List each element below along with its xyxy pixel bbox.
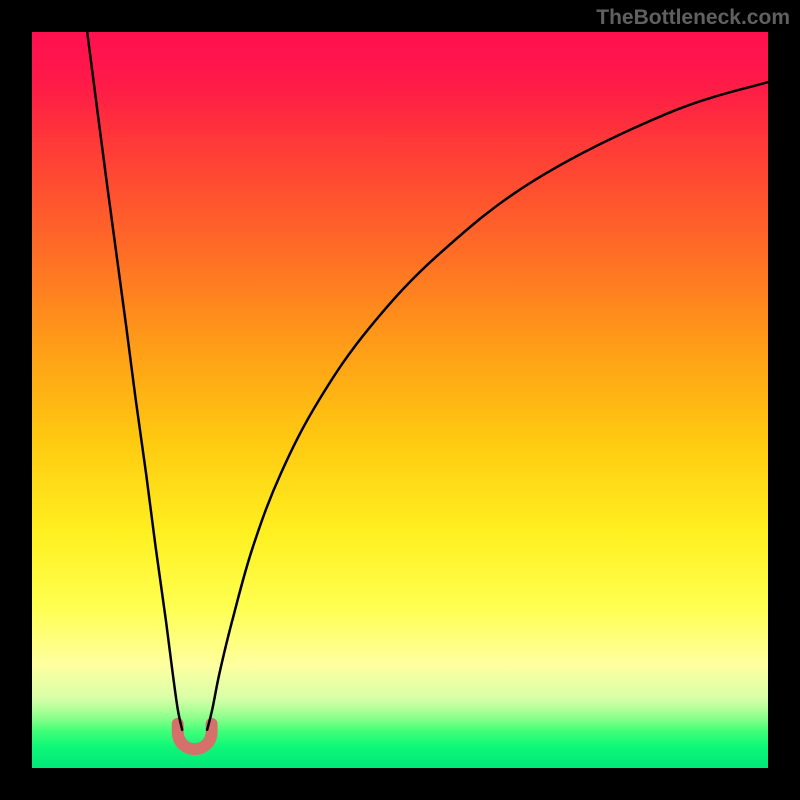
gradient-background: [32, 32, 768, 768]
chart-svg: [32, 32, 768, 768]
watermark-text: TheBottleneck.com: [596, 6, 790, 30]
chart-container: TheBottleneck.com: [0, 0, 800, 800]
plot-area: [32, 32, 768, 768]
